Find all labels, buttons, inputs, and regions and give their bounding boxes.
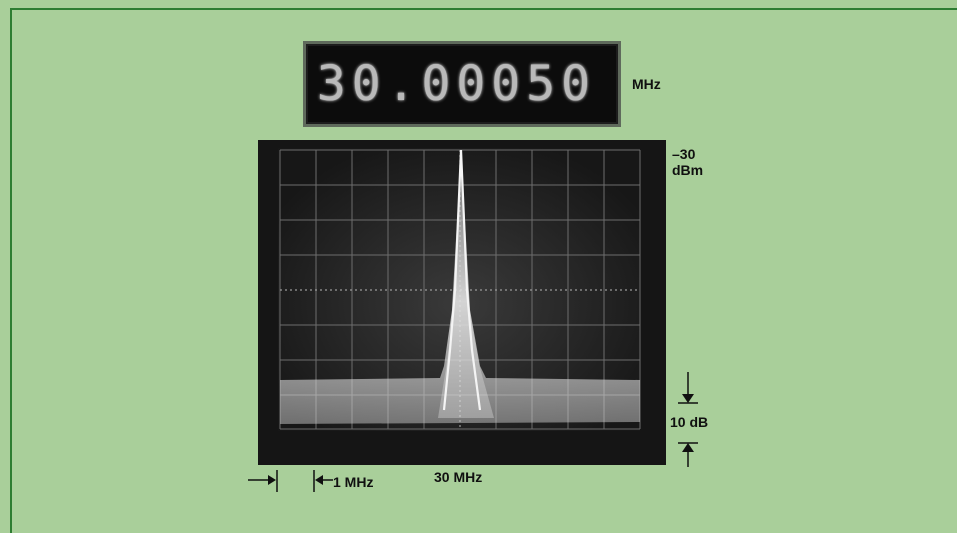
center-frequency-label: 30 MHz <box>434 469 483 485</box>
carrier-trace <box>442 149 482 411</box>
frequency-counter-display: 30.00050 <box>303 41 621 127</box>
reference-level-label: –30 dBm <box>672 146 703 178</box>
frequency-unit-label: MHz <box>632 76 661 92</box>
reference-level-unit: dBm <box>672 162 704 178</box>
reference-level-value: –30 <box>672 146 696 162</box>
vertical-scale-arrows-icon <box>678 372 698 467</box>
noise-floor <box>280 152 640 424</box>
horizontal-scale-arrows-icon <box>248 470 333 492</box>
spectrum-analyzer-screen <box>258 140 666 465</box>
figure-border <box>10 8 957 533</box>
frequency-reading: 30.00050 <box>316 56 596 112</box>
vertical-scale-label: 10 dB <box>670 414 709 430</box>
horizontal-scale-label: 1 MHz <box>333 474 374 490</box>
spectrum-graticule <box>278 148 641 431</box>
